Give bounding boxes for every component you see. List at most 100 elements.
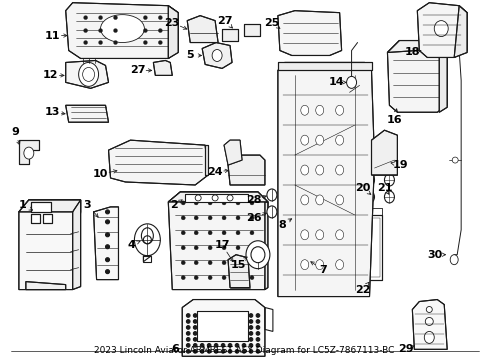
Ellipse shape bbox=[200, 350, 203, 353]
Ellipse shape bbox=[194, 246, 198, 250]
Ellipse shape bbox=[256, 338, 259, 341]
Ellipse shape bbox=[335, 195, 343, 205]
Polygon shape bbox=[264, 202, 267, 289]
Ellipse shape bbox=[228, 332, 231, 335]
Ellipse shape bbox=[300, 230, 308, 240]
Ellipse shape bbox=[200, 326, 203, 329]
Ellipse shape bbox=[315, 135, 323, 145]
Ellipse shape bbox=[195, 195, 201, 201]
Ellipse shape bbox=[113, 28, 117, 32]
Text: 26: 26 bbox=[245, 213, 261, 223]
Text: 2: 2 bbox=[170, 200, 178, 210]
Polygon shape bbox=[205, 145, 208, 175]
Polygon shape bbox=[202, 42, 232, 68]
Ellipse shape bbox=[249, 276, 253, 280]
Ellipse shape bbox=[186, 343, 190, 347]
Ellipse shape bbox=[194, 201, 198, 205]
Ellipse shape bbox=[222, 246, 225, 250]
Ellipse shape bbox=[335, 260, 343, 270]
Ellipse shape bbox=[83, 28, 87, 32]
Ellipse shape bbox=[346, 76, 356, 88]
Ellipse shape bbox=[105, 233, 109, 237]
Text: 1: 1 bbox=[19, 200, 27, 210]
Polygon shape bbox=[168, 192, 267, 202]
Ellipse shape bbox=[249, 314, 252, 317]
Ellipse shape bbox=[364, 191, 374, 203]
Ellipse shape bbox=[143, 15, 147, 20]
Ellipse shape bbox=[249, 231, 253, 235]
Polygon shape bbox=[168, 192, 267, 289]
Ellipse shape bbox=[200, 320, 203, 323]
Ellipse shape bbox=[249, 246, 253, 250]
Ellipse shape bbox=[256, 326, 259, 329]
Ellipse shape bbox=[235, 320, 238, 323]
Ellipse shape bbox=[228, 326, 231, 329]
Ellipse shape bbox=[181, 261, 185, 265]
Polygon shape bbox=[306, 200, 312, 204]
Ellipse shape bbox=[208, 231, 212, 235]
Polygon shape bbox=[187, 15, 218, 42]
Polygon shape bbox=[93, 207, 118, 280]
Polygon shape bbox=[366, 218, 380, 276]
Ellipse shape bbox=[245, 241, 269, 269]
Ellipse shape bbox=[250, 247, 264, 263]
Text: 18: 18 bbox=[404, 48, 419, 58]
Ellipse shape bbox=[449, 255, 457, 265]
Ellipse shape bbox=[236, 231, 240, 235]
Ellipse shape bbox=[228, 338, 231, 341]
Ellipse shape bbox=[99, 28, 102, 32]
Polygon shape bbox=[143, 256, 151, 262]
Ellipse shape bbox=[212, 195, 218, 201]
Text: 13: 13 bbox=[45, 107, 61, 117]
Text: 3: 3 bbox=[83, 200, 91, 210]
Ellipse shape bbox=[181, 201, 185, 205]
Polygon shape bbox=[31, 214, 40, 223]
Ellipse shape bbox=[143, 28, 147, 32]
Polygon shape bbox=[386, 41, 447, 112]
Text: 25: 25 bbox=[264, 18, 279, 28]
Ellipse shape bbox=[235, 338, 238, 341]
Ellipse shape bbox=[222, 231, 225, 235]
Ellipse shape bbox=[221, 314, 224, 317]
Ellipse shape bbox=[208, 216, 212, 220]
Text: 4: 4 bbox=[127, 240, 135, 250]
Polygon shape bbox=[19, 200, 81, 289]
Ellipse shape bbox=[315, 105, 323, 115]
Ellipse shape bbox=[249, 216, 253, 220]
Ellipse shape bbox=[236, 246, 240, 250]
Ellipse shape bbox=[101, 15, 144, 42]
Polygon shape bbox=[65, 60, 108, 88]
Ellipse shape bbox=[256, 314, 259, 317]
Ellipse shape bbox=[228, 343, 231, 347]
Ellipse shape bbox=[207, 314, 210, 317]
Ellipse shape bbox=[249, 338, 252, 341]
Ellipse shape bbox=[113, 15, 117, 20]
Polygon shape bbox=[19, 200, 81, 212]
Polygon shape bbox=[416, 3, 466, 58]
Ellipse shape bbox=[193, 343, 197, 347]
Ellipse shape bbox=[193, 350, 197, 353]
Ellipse shape bbox=[222, 261, 225, 265]
Ellipse shape bbox=[207, 343, 210, 347]
Polygon shape bbox=[364, 215, 382, 280]
Ellipse shape bbox=[236, 201, 240, 205]
Ellipse shape bbox=[105, 210, 109, 214]
Ellipse shape bbox=[193, 338, 197, 341]
Polygon shape bbox=[197, 311, 247, 341]
Text: 5: 5 bbox=[186, 50, 194, 60]
Polygon shape bbox=[222, 28, 238, 41]
Polygon shape bbox=[386, 41, 447, 53]
Ellipse shape bbox=[158, 28, 162, 32]
Ellipse shape bbox=[249, 326, 252, 329]
Ellipse shape bbox=[214, 332, 218, 335]
Polygon shape bbox=[227, 155, 264, 185]
Ellipse shape bbox=[181, 216, 185, 220]
Ellipse shape bbox=[105, 270, 109, 274]
Polygon shape bbox=[73, 200, 81, 289]
Ellipse shape bbox=[200, 314, 203, 317]
Ellipse shape bbox=[335, 135, 343, 145]
Ellipse shape bbox=[300, 105, 308, 115]
Polygon shape bbox=[108, 140, 208, 185]
Polygon shape bbox=[65, 105, 108, 122]
Ellipse shape bbox=[200, 338, 203, 341]
